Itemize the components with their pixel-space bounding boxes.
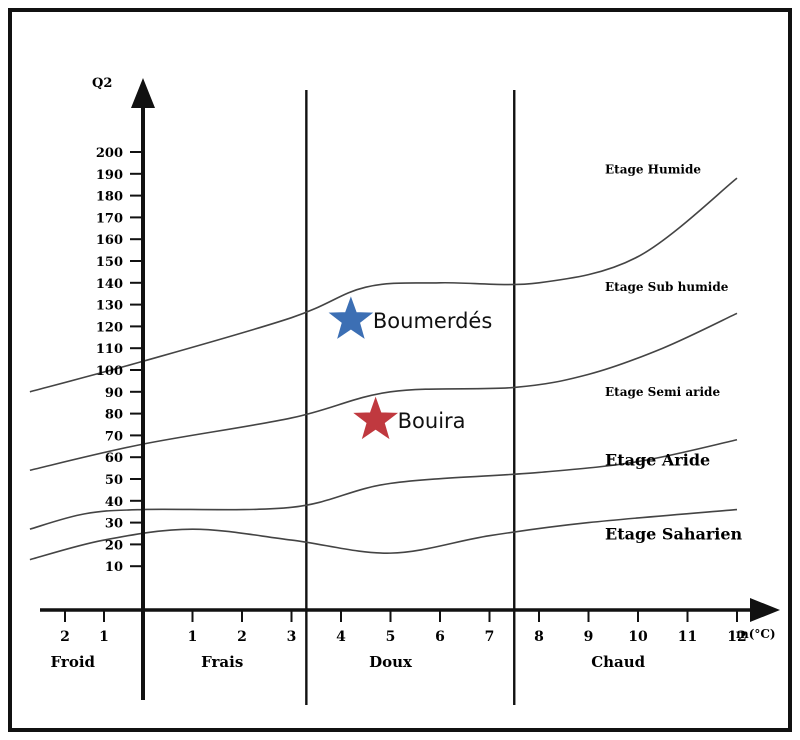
- boundary-curve: [29, 177, 738, 393]
- x-axis-arrow: [750, 598, 780, 622]
- y-tick-label: 170: [96, 211, 123, 226]
- stage-label: Etage Humide: [605, 162, 701, 176]
- boundary-curve: [29, 438, 738, 530]
- y-tick-label: 40: [105, 495, 123, 510]
- frame: [8, 8, 792, 732]
- boundary-curve: [29, 508, 738, 561]
- y-tick-label: 200: [96, 146, 123, 161]
- station-star-icon: [353, 396, 399, 440]
- stage-label: Etage Sub humide: [605, 280, 729, 294]
- y-tick-label: 80: [105, 408, 123, 423]
- stage-label: Etage Saharien: [605, 525, 743, 544]
- y-tick-label: 90: [105, 386, 123, 401]
- x-axis-label: m(°C): [736, 627, 776, 641]
- x-tick-label: 9: [584, 629, 594, 645]
- y-tick-label: 30: [105, 517, 123, 532]
- x-tick-label: 8: [534, 629, 544, 645]
- y-axis-arrow: [131, 78, 155, 108]
- x-tick-label: 10: [628, 629, 648, 645]
- x-tick-label: 2: [237, 629, 247, 645]
- x-tick-label: 11: [678, 629, 697, 645]
- x-tick-label: 1: [188, 629, 198, 645]
- stage-label: Etage Semi aride: [605, 385, 720, 399]
- boundary-curve: [29, 312, 738, 472]
- station-label: Bouira: [398, 409, 466, 433]
- zone-label: Frais: [201, 653, 243, 671]
- y-axis-label: Q2: [92, 76, 112, 91]
- y-tick-label: 110: [96, 342, 123, 357]
- zone-label: Chaud: [591, 653, 645, 671]
- y-tick-label: 140: [96, 277, 123, 292]
- stage-label: Etage Aride: [605, 451, 710, 470]
- y-tick-label: 60: [105, 451, 123, 466]
- y-tick-label: 180: [96, 190, 123, 205]
- y-tick-label: 160: [96, 233, 123, 248]
- y-tick-label: 20: [105, 538, 123, 553]
- x-tick-label: 6: [435, 629, 445, 645]
- zone-label: Doux: [369, 653, 413, 671]
- y-tick-label: 130: [96, 299, 123, 314]
- x-tick-label: 2: [60, 629, 70, 645]
- y-tick-label: 10: [105, 560, 123, 575]
- x-tick-label: 7: [485, 629, 495, 645]
- x-tick-label: 3: [287, 629, 297, 645]
- y-tick-label: 50: [105, 473, 123, 488]
- x-tick-label: 1: [99, 629, 109, 645]
- station-label: Boumerdés: [373, 309, 492, 333]
- y-tick-label: 120: [96, 320, 123, 335]
- x-tick-label: 5: [386, 629, 396, 645]
- x-tick-label: 4: [336, 629, 346, 645]
- y-tick-label: 70: [105, 429, 123, 444]
- x-tick-label: 12: [727, 629, 746, 645]
- y-tick-label: 100: [96, 364, 123, 379]
- y-tick-label: 190: [96, 168, 123, 183]
- station-star-icon: [328, 296, 374, 339]
- y-tick-label: 150: [96, 255, 123, 270]
- zone-label: Froid: [51, 653, 96, 671]
